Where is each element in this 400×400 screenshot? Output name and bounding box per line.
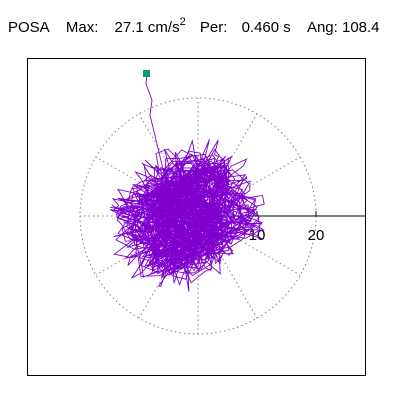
angle-label: Ang: [306,19,338,36]
max-exponent: 2 [179,16,186,28]
plot-header: POSA Max: 27.1 cm/s2 Per: 0.460 s Ang: 1… [8,16,380,36]
motion-trace [109,72,266,292]
station-code: POSA [8,19,50,36]
grid-spoke [197,215,258,319]
tick-label-20: 20 [308,227,325,244]
grid-spoke [197,215,301,276]
period-value: 0.460 s [241,19,291,36]
start-marker [143,70,150,77]
max-value: 27.1 cm/s2 [114,16,186,36]
plot-frame [27,58,366,376]
max-label: Max: [65,19,99,36]
grid-spoke [197,156,301,217]
angle-value: 108.4 [341,19,380,36]
period-label: Per: [199,19,228,36]
